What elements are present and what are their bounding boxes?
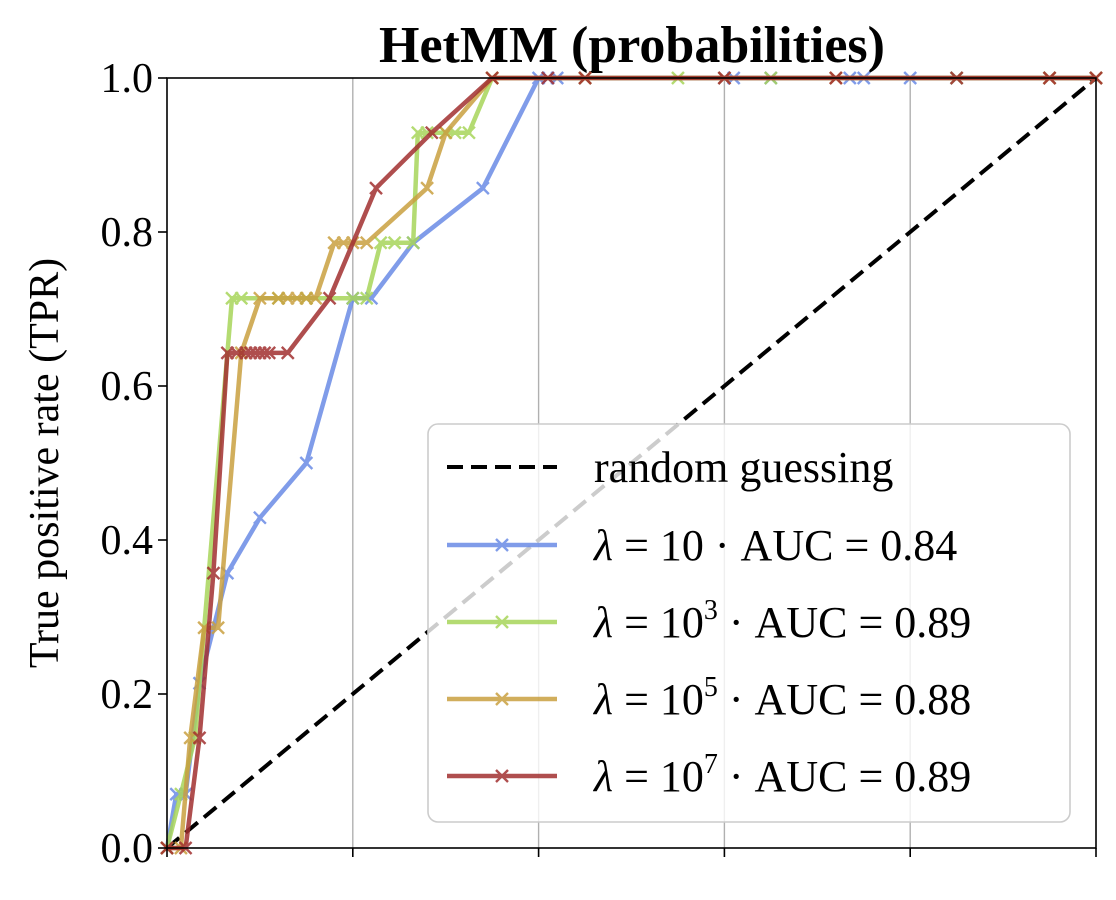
legend-label-0: λ = 10 · AUC = 0.84 [592, 521, 957, 570]
series-0-point-10 [476, 181, 490, 195]
series-2-point-15 [359, 235, 374, 250]
axis-ticks: 0.0 0.2 0.4 0.6 0.8 1.0 [101, 56, 1097, 872]
series-3-point-11 [262, 346, 277, 360]
series-1-point-7 [345, 291, 360, 306]
series-2-point-6 [253, 291, 267, 306]
y-tick-label-5: 1.0 [101, 56, 154, 102]
y-axis-label: True positive rate (TPR) [22, 258, 68, 668]
legend-box [427, 423, 1071, 823]
legend-marker-2 [495, 692, 509, 706]
series-0-point-5 [253, 510, 267, 525]
series-1-point-9 [373, 235, 388, 250]
legend-marker-0 [495, 538, 509, 552]
series-2-point-4 [211, 620, 225, 635]
y-tick-label-3: 0.6 [101, 364, 154, 410]
legend-entry-3 [447, 769, 557, 783]
series-3-point-13 [322, 291, 337, 306]
legend-marker-3 [495, 769, 509, 783]
legend-entry-2 [447, 692, 557, 706]
series-1-point-11 [406, 235, 421, 250]
series-3-point-2 [192, 731, 207, 745]
series-1-point-10 [387, 235, 402, 250]
series-3-point-15 [424, 125, 439, 140]
series-3-point-3 [206, 566, 221, 580]
legend-label-1: λ = 103 · AUC = 0.89 [592, 595, 971, 647]
series-1-point-4 [234, 291, 249, 306]
y-tick-label-1: 0.2 [101, 672, 154, 718]
plot-frame [166, 77, 1097, 849]
legend-label-2: λ = 105 · AUC = 0.88 [592, 672, 971, 724]
series-0-point-6 [299, 456, 314, 470]
series-1-point-13 [420, 125, 434, 140]
y-tick-label-2: 0.4 [101, 518, 154, 564]
series-1-point-8 [359, 291, 374, 306]
legend-label-baseline: random guessing [594, 443, 893, 492]
y-tick-label-4: 0.8 [101, 210, 154, 256]
series-3-point-10 [257, 346, 272, 360]
chart-title: HetMM (probabilities) [379, 17, 885, 74]
y-tick-label-0: 0.0 [101, 826, 154, 872]
series-3-point-12 [280, 346, 295, 360]
series-2-point-17 [438, 125, 453, 140]
legend-entry-0 [447, 538, 557, 552]
legend-marker-1 [495, 615, 509, 629]
series-3-point-14 [369, 181, 383, 195]
legend-entry-1 [447, 615, 557, 629]
legend-label-3: λ = 107 · AUC = 0.89 [592, 749, 971, 801]
series-1-point-16 [462, 125, 476, 140]
legend: random guessing λ = 10 · AUC = 0.84 λ = 10… [427, 423, 1071, 823]
series-2-point-16 [420, 181, 434, 195]
series-2-point-11 [308, 291, 323, 306]
